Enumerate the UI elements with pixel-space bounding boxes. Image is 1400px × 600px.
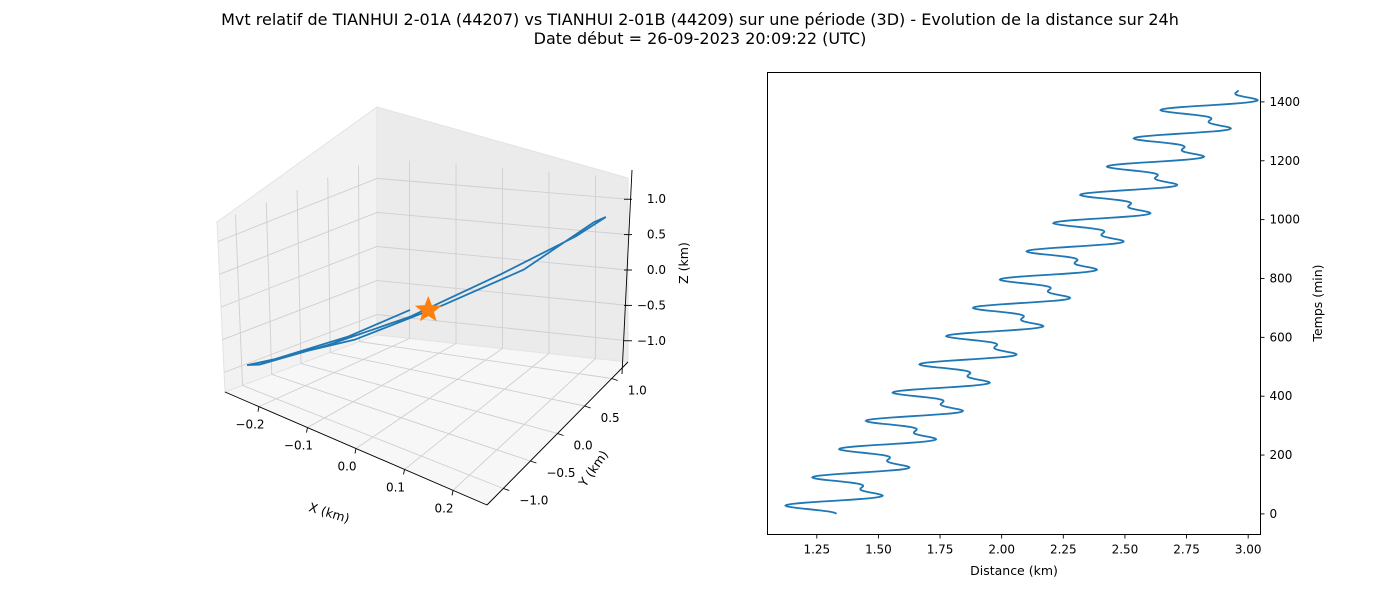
2d-x-tick-label: 3.00 — [1235, 543, 1262, 557]
3d-gridline-z — [222, 280, 629, 341]
3d-gridline-y — [235, 214, 504, 489]
3d-x-tick-label: −0.1 — [284, 439, 313, 453]
3d-x-tick-label: 0.0 — [337, 460, 356, 474]
3d-x-tick — [451, 490, 454, 496]
3d-gridline-x — [404, 171, 550, 470]
2d-plot-frame — [767, 72, 1261, 535]
3d-gridline-z — [220, 246, 629, 308]
3d-gridline-x — [258, 160, 410, 408]
3d-x-tick-label: 0.2 — [434, 501, 453, 515]
3d-gridline-z — [223, 314, 629, 373]
3d-y-tick — [503, 488, 510, 491]
3d-y-tick-label: 1.0 — [628, 384, 647, 398]
2d-x-tick-label: 2.50 — [1112, 543, 1139, 557]
3d-gridline-y — [296, 189, 558, 434]
3d-gridline-x — [452, 175, 596, 491]
3d-gridline-y — [265, 202, 531, 462]
3d-gridline-y — [358, 165, 612, 379]
3d-y-tick-label: −0.5 — [546, 466, 575, 480]
3d-z-tick-label: −0.5 — [637, 298, 666, 312]
3d-gridline-z — [217, 177, 629, 243]
3d-gridline-y — [327, 177, 585, 407]
3d-trajectory-line — [246, 216, 607, 367]
3d-gridline-z — [219, 212, 629, 275]
2d-x-tick-label: 2.00 — [988, 543, 1015, 557]
2d-y-tick-label: 0 — [1270, 507, 1278, 521]
3d-tick-labels: −0.2 −0.1 0.0 0.1 0.2 −1.0 −0.5 0.0 0.5 1.0 −1.0 −0… — [235, 192, 666, 515]
3d-gridlines — [217, 160, 629, 491]
3d-x-tick — [306, 427, 308, 433]
distance-line — [784, 90, 1259, 515]
3d-y-tick — [611, 378, 618, 381]
3d-gridline-x — [355, 168, 503, 449]
3d-z-tick-label: 0.0 — [647, 263, 666, 277]
2d-y-tick-label: 1000 — [1270, 213, 1301, 227]
2d-ticks: 1.25 1.50 1.75 2.00 2.25 2.50 2.75 3.00 0 200 400 6… — [803, 95, 1300, 557]
3d-x-tick — [403, 469, 405, 475]
3d-zlabel: Z (km) — [676, 242, 691, 284]
2d-axes: 1.25 1.50 1.75 2.00 2.25 2.50 2.75 3.00 0 200 400 6… — [767, 72, 1325, 578]
3d-z-tick-label: 0.5 — [647, 228, 666, 242]
2d-y-tick-label: 800 — [1270, 271, 1293, 285]
3d-x-tick — [257, 406, 260, 412]
3d-y-tick-label: −1.0 — [519, 494, 548, 508]
2d-y-tick-label: 1200 — [1270, 154, 1301, 168]
3d-gridline-x — [307, 164, 457, 428]
2d-xlabel: Distance (km) — [970, 563, 1058, 578]
3d-axes: −0.2 −0.1 0.0 0.1 0.2 −1.0 −0.5 0.0 0.5 1.0 −1.0 −0… — [216, 106, 691, 526]
2d-y-tick-label: 200 — [1270, 448, 1293, 462]
3d-z-tick-label: 1.0 — [647, 192, 666, 206]
3d-y-tick — [584, 405, 591, 409]
3d-xlabel: X (km) — [307, 499, 351, 526]
3d-x-tick-label: −0.2 — [235, 418, 264, 432]
2d-x-tick-label: 1.25 — [803, 543, 830, 557]
3d-y-tick-label: 0.5 — [601, 411, 620, 425]
figure-title: Mvt relatif de TIANHUI 2-01A (44207) vs … — [221, 10, 1179, 29]
2d-ylabel: Temps (min) — [1310, 264, 1325, 342]
2d-y-tick-label: 600 — [1270, 330, 1293, 344]
3d-y-tick-label: 0.0 — [574, 439, 593, 453]
3d-z-tick-label: −1.0 — [637, 334, 666, 348]
origin-star-marker — [414, 296, 442, 322]
2d-y-tick-label: 1400 — [1270, 95, 1301, 109]
3d-z-axis-line — [621, 169, 633, 375]
3d-ylabel: Y (km) — [575, 447, 611, 490]
figure-subtitle: Date début = 26-09-2023 20:09:22 (UTC) — [534, 29, 867, 48]
3d-x-tick — [354, 448, 357, 454]
3d-y-tick — [530, 460, 537, 464]
2d-x-tick-label: 1.50 — [865, 543, 892, 557]
2d-x-tick-label: 1.75 — [927, 543, 954, 557]
2d-x-tick-label: 2.25 — [1050, 543, 1077, 557]
2d-y-tick-label: 400 — [1270, 389, 1293, 403]
2d-x-tick-label: 2.75 — [1173, 543, 1200, 557]
3d-y-tick — [557, 433, 564, 436]
3d-x-tick-label: 0.1 — [386, 480, 405, 494]
